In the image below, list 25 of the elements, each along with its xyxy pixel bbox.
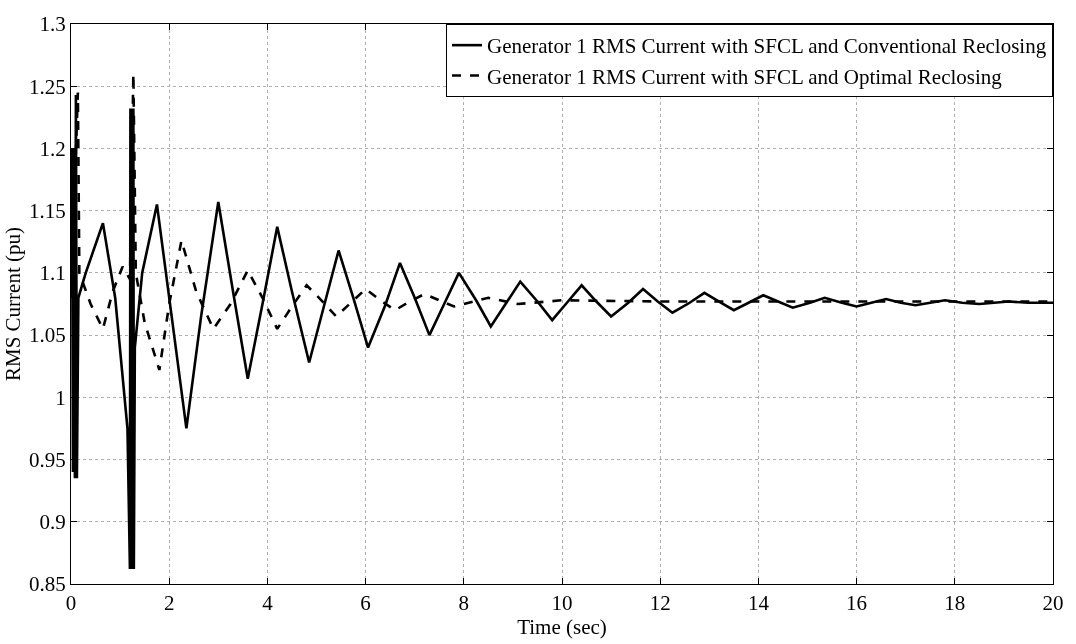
y-tick-label: 1: [55, 385, 66, 410]
y-tick-label: 1.15: [29, 199, 66, 224]
y-tick-label: 0.9: [39, 510, 66, 535]
x-tick-label: 6: [360, 591, 371, 616]
x-tick-label: 4: [262, 591, 274, 616]
y-tick-label: 1.05: [29, 323, 66, 348]
y-tick-label: 1.2: [39, 136, 66, 161]
x-tick-label: 18: [944, 591, 966, 616]
x-tick-label: 10: [551, 591, 573, 616]
y-tick-label: 1.1: [39, 261, 66, 286]
legend-label: Generator 1 RMS Current with SFCL and Optimal Reclosing: [487, 64, 1003, 89]
x-tick-label: 8: [458, 591, 470, 616]
y-tick-label: 1.25: [29, 74, 66, 99]
y-tick-label: 1.3: [39, 12, 66, 37]
x-tick-label: 16: [846, 591, 868, 616]
x-tick-label: 14: [747, 591, 770, 616]
x-tick-label: 20: [1042, 591, 1064, 616]
y-tick-label: 0.95: [29, 447, 66, 472]
y-axis-title: RMS Current (pu): [1, 227, 26, 381]
x-tick-label: 2: [163, 591, 175, 616]
x-tick-label: 12: [649, 591, 671, 616]
x-tick-label: 0: [65, 591, 77, 616]
y-tick-label: 0.85: [29, 572, 66, 597]
x-axis-title: Time (sec): [517, 615, 607, 640]
legend-label: Generator 1 RMS Current with SFCL and Conventional Reclosing: [487, 34, 1047, 59]
